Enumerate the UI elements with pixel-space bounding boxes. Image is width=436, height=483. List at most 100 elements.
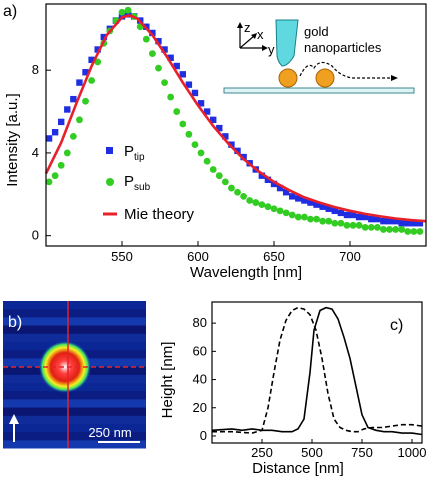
panel-a-ytick-label-1: 4 <box>32 145 39 160</box>
panel-a-point-0-1 <box>51 129 59 136</box>
panel-a-point-0-32 <box>240 153 247 161</box>
panel-c-series-solid <box>211 306 423 436</box>
panel-a-point-1-0 <box>45 178 53 186</box>
panel-a-point-0-13 <box>124 11 132 18</box>
inset-axis-y-label: y <box>268 42 275 57</box>
panel-a-point-1-37 <box>270 205 278 213</box>
panel-a-point-1-29 <box>221 178 229 186</box>
panel-a-point-0-19 <box>161 46 168 53</box>
panel-a-point-1-32 <box>240 192 248 200</box>
legend-sub-psub: sub <box>134 182 151 193</box>
panel-a-point-0-27 <box>210 116 217 124</box>
panel-a-point-0-7 <box>88 56 95 64</box>
legend-label-mie: Mie theory <box>124 206 195 223</box>
panel-c-ytick-label-3: 60 <box>193 343 207 358</box>
panel-a-point-0-26 <box>203 108 211 115</box>
panel-a-point-1-58 <box>398 226 406 233</box>
panel-a-point-1-35 <box>258 201 266 209</box>
panel-a-ylabel: Intensity [a.u.] <box>4 93 21 186</box>
inset-text-nanoparticles: nanoparticles <box>304 40 382 55</box>
afm-stripe-3 <box>3 325 146 334</box>
panel-a-point-0-17 <box>149 29 156 37</box>
panel-a-point-0-57 <box>392 217 399 225</box>
panel-c-xtick-label-0: 250 <box>251 445 273 460</box>
inset-axis-x-head <box>251 33 257 39</box>
panel-a-point-0-35 <box>258 172 266 179</box>
panel-a-point-1-18 <box>155 64 162 72</box>
afm-stripe-12 <box>3 399 146 408</box>
panel-a-point-1-60 <box>410 228 418 235</box>
panel-a-point-0-3 <box>64 106 71 113</box>
panel-a-point-1-4 <box>69 132 77 140</box>
panel-a-point-0-22 <box>179 71 186 78</box>
panel-a-point-0-0 <box>45 135 53 142</box>
inset-axis-x-label: x <box>257 27 264 42</box>
scan-arrow-head <box>391 75 398 81</box>
panel-a-point-0-23 <box>185 81 193 88</box>
panel-a-point-0-6 <box>82 69 89 76</box>
panel-c-xtick-label-2: 750 <box>351 445 373 460</box>
panel-a-point-0-36 <box>264 176 272 184</box>
panel-c-ytick-label-4: 80 <box>193 315 207 330</box>
panel-a-point-1-23 <box>185 130 193 138</box>
afm-stripe-4 <box>3 333 146 342</box>
panel-a-point-1-12 <box>118 8 126 16</box>
panel-a-point-0-18 <box>155 38 162 45</box>
inset-text-gold: gold <box>304 24 329 39</box>
panel-a-label: a) <box>3 3 17 20</box>
inset-schematic: z x y gold nanoparticles <box>223 19 415 94</box>
panel-a-point-1-45 <box>319 217 327 225</box>
panel-a-point-1-53 <box>367 223 375 231</box>
panel-a-series <box>44 6 427 235</box>
panel-c-ticks: 250 500 750 1000 0 20 40 60 80 <box>193 315 427 460</box>
panel-a-point-1-24 <box>191 141 199 149</box>
panel-a-point-0-28 <box>216 124 223 132</box>
panel-a-point-0-30 <box>228 141 235 148</box>
panel-a-point-1-22 <box>179 120 187 128</box>
panel-a-point-1-5 <box>76 116 83 124</box>
panel-a-point-1-49 <box>343 221 351 229</box>
legend-marker-ptip <box>106 147 113 154</box>
panel-a-point-0-49 <box>343 211 351 219</box>
afm-stripe-14 <box>3 415 146 424</box>
panel-a-point-1-59 <box>404 228 412 235</box>
scalebar-label: 250 nm <box>88 425 131 440</box>
panel-a-point-1-43 <box>307 215 314 223</box>
inset-axis-y-head <box>262 45 268 51</box>
panel-a-point-0-47 <box>331 207 338 215</box>
panel-a-xlabel: Wavelength [nm] <box>190 264 302 281</box>
panel-a-point-1-42 <box>301 213 308 221</box>
afm-particle <box>39 341 91 393</box>
panel-a-point-1-17 <box>149 50 156 58</box>
panel-a-point-1-33 <box>246 197 254 204</box>
panel-a-point-0-46 <box>325 205 332 212</box>
nanoparticle-left <box>278 68 298 88</box>
panel-a-point-1-46 <box>325 217 333 225</box>
panel-a-point-1-27 <box>209 166 217 173</box>
panel-a-point-0-54 <box>374 215 381 223</box>
panel-a-point-1-20 <box>167 93 175 101</box>
afm-stripe-1 <box>3 309 146 318</box>
panel-a-point-0-5 <box>76 79 83 86</box>
panel-c-series <box>211 306 423 436</box>
panel-a-series-line-2 <box>44 14 427 223</box>
panel-a-point-0-31 <box>234 147 241 155</box>
panel-a-xtick-label-2: 650 <box>263 249 285 264</box>
panel-a-point-0-20 <box>167 54 174 61</box>
panel-a-point-0-52 <box>362 213 369 221</box>
panel-a-point-1-48 <box>337 219 345 227</box>
panel-a-point-0-44 <box>313 201 320 208</box>
panel-a-point-0-38 <box>276 184 284 192</box>
panel-a-point-1-50 <box>349 221 357 229</box>
afm-stripe-0 <box>3 301 146 310</box>
afm-stripe-15 <box>3 424 146 433</box>
tip-shape <box>275 19 299 67</box>
afm-stripe-13 <box>3 407 146 416</box>
inset-axis-z-label: z <box>244 20 251 35</box>
panel-c-frame <box>211 301 423 444</box>
panel-a-point-0-55 <box>380 217 387 225</box>
panel-a-point-1-36 <box>264 203 272 211</box>
panel-a-point-1-7 <box>88 77 95 84</box>
panel-a-point-0-61 <box>416 220 424 227</box>
panel-a-point-0-29 <box>222 133 229 140</box>
